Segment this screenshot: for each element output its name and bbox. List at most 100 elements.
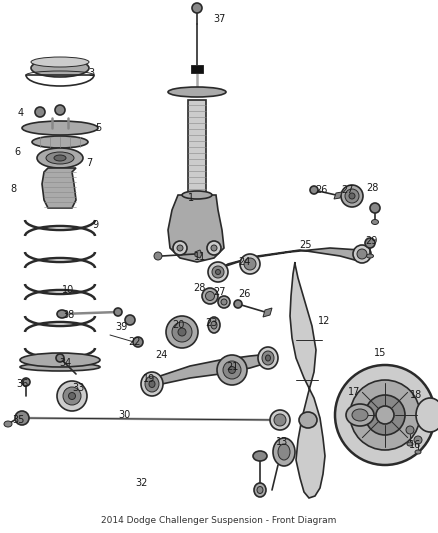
Text: 36: 36 [16,379,28,389]
Text: 30: 30 [118,410,130,420]
Ellipse shape [133,337,143,347]
Ellipse shape [145,376,159,392]
Ellipse shape [192,3,202,13]
Text: 20: 20 [172,320,184,330]
Ellipse shape [240,254,260,274]
Text: 9: 9 [92,220,98,230]
Ellipse shape [208,317,220,333]
Ellipse shape [350,380,420,450]
Ellipse shape [212,266,224,278]
Text: 3: 3 [88,68,94,78]
Ellipse shape [218,296,230,308]
Ellipse shape [166,316,198,348]
Text: 37: 37 [213,14,226,24]
Ellipse shape [208,262,228,282]
Ellipse shape [202,288,218,304]
Text: 24: 24 [238,257,251,267]
Text: 29: 29 [365,236,378,246]
Text: 21: 21 [226,362,238,372]
Ellipse shape [20,363,100,371]
Ellipse shape [370,203,380,213]
Text: 2014 Dodge Challenger Suspension - Front Diagram: 2014 Dodge Challenger Suspension - Front… [101,516,337,525]
Text: 26: 26 [238,289,251,299]
Polygon shape [168,195,224,262]
Text: 15: 15 [374,348,386,358]
Polygon shape [212,248,370,276]
Ellipse shape [31,59,89,77]
Ellipse shape [258,347,278,369]
Ellipse shape [217,355,247,385]
Ellipse shape [262,351,274,365]
Text: 35: 35 [12,415,25,425]
Ellipse shape [4,421,12,427]
Ellipse shape [205,292,215,301]
Ellipse shape [407,442,413,446]
Text: 19: 19 [143,374,155,384]
Bar [191,65,203,73]
Ellipse shape [265,355,271,361]
Ellipse shape [352,409,368,421]
Ellipse shape [278,444,290,460]
Polygon shape [334,192,342,199]
Text: 23: 23 [205,318,217,328]
Ellipse shape [22,121,98,135]
Ellipse shape [125,315,135,325]
Ellipse shape [270,410,290,430]
Ellipse shape [365,395,405,435]
Ellipse shape [335,365,435,465]
Text: 8: 8 [10,184,16,194]
Text: 10: 10 [62,285,74,295]
Ellipse shape [56,354,64,362]
Ellipse shape [253,451,267,461]
Text: 26: 26 [315,185,327,195]
Ellipse shape [345,189,359,203]
Ellipse shape [211,321,217,329]
Ellipse shape [349,193,355,199]
Text: 27: 27 [341,185,353,195]
Ellipse shape [371,220,378,224]
Ellipse shape [367,254,374,258]
Ellipse shape [257,487,263,494]
Ellipse shape [254,483,266,497]
Polygon shape [263,308,272,317]
Ellipse shape [215,270,220,274]
Ellipse shape [15,411,29,425]
Text: 25: 25 [299,240,311,250]
Ellipse shape [211,245,217,251]
Ellipse shape [20,353,100,367]
Ellipse shape [57,310,67,318]
Polygon shape [195,250,202,258]
Ellipse shape [244,258,256,270]
Polygon shape [290,262,325,498]
Text: 4: 4 [18,108,24,118]
Ellipse shape [414,436,422,444]
Polygon shape [188,100,206,205]
Ellipse shape [55,105,65,115]
Text: 28: 28 [193,283,205,293]
Ellipse shape [229,367,236,374]
Ellipse shape [416,398,438,432]
Text: 27: 27 [213,287,226,297]
Text: 18: 18 [410,390,422,400]
Text: 6: 6 [14,147,20,157]
Text: 33: 33 [72,383,84,393]
Ellipse shape [32,136,88,148]
Ellipse shape [57,381,87,411]
Ellipse shape [415,450,421,454]
Ellipse shape [177,245,183,251]
Ellipse shape [154,252,162,260]
Ellipse shape [178,328,186,336]
Ellipse shape [273,438,295,466]
Text: 12: 12 [318,316,330,326]
Text: 16: 16 [409,440,421,450]
Ellipse shape [406,426,414,434]
Ellipse shape [54,155,66,161]
Ellipse shape [182,191,212,199]
Text: 1: 1 [188,193,194,203]
Ellipse shape [341,185,363,207]
Text: 22: 22 [128,337,141,347]
Text: 13: 13 [276,437,288,447]
Text: 28: 28 [366,183,378,193]
Ellipse shape [207,241,221,255]
Ellipse shape [22,378,30,386]
